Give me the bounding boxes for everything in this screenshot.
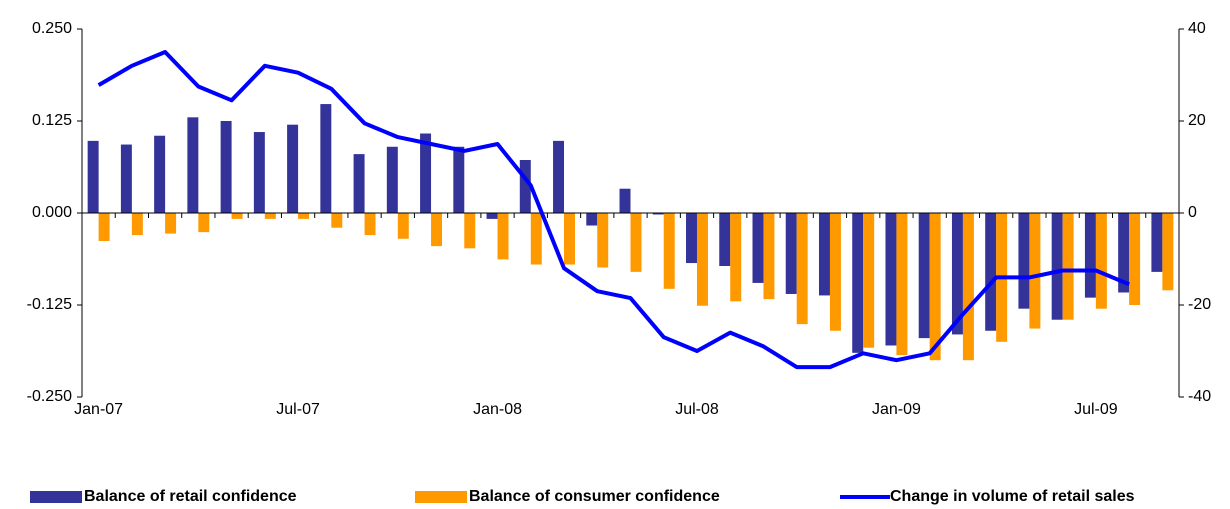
bar — [98, 213, 110, 241]
bar — [796, 213, 808, 325]
bar — [154, 135, 166, 213]
bar — [696, 213, 708, 306]
bar — [431, 213, 443, 247]
y2-tick-label: 40 — [1188, 20, 1206, 37]
bar — [619, 188, 631, 213]
y-tick-label: -0.125 — [27, 296, 72, 313]
bar — [785, 213, 797, 294]
bar — [231, 213, 243, 219]
bar — [187, 117, 199, 213]
bar — [719, 213, 731, 266]
x-tick-label: Jul-07 — [276, 401, 320, 418]
bar — [652, 213, 664, 215]
bar — [453, 146, 465, 213]
bar — [320, 104, 332, 213]
bar — [1095, 213, 1107, 309]
bar — [918, 213, 930, 339]
bar — [752, 213, 764, 283]
bar — [331, 213, 343, 228]
bar — [165, 213, 177, 234]
bar — [120, 144, 132, 213]
y-tick-label: 0.250 — [32, 20, 72, 37]
bar — [763, 213, 775, 300]
y-tick-label: -0.250 — [27, 388, 72, 405]
y2-tick-label: -20 — [1188, 296, 1211, 313]
bar — [553, 140, 565, 213]
bar — [1129, 213, 1141, 305]
bar — [586, 213, 598, 226]
bar — [929, 213, 941, 361]
x-tick-label: Jan-09 — [872, 401, 921, 418]
bar — [353, 154, 365, 213]
bar — [420, 133, 432, 213]
x-tick-label: Jan-08 — [473, 401, 522, 418]
bar — [818, 213, 830, 296]
bar — [253, 132, 265, 213]
bar — [863, 213, 875, 348]
bar — [220, 121, 232, 213]
bar — [1029, 213, 1041, 329]
legend-swatch — [30, 491, 82, 503]
bar — [896, 213, 908, 356]
bar — [87, 140, 99, 213]
x-tick-label: Jul-08 — [675, 401, 719, 418]
line — [97, 50, 1130, 370]
bar — [730, 213, 742, 302]
bar — [131, 213, 143, 236]
bar — [1062, 213, 1074, 320]
bar — [885, 213, 897, 346]
bar — [564, 213, 575, 265]
y-tick-label: 0.000 — [32, 204, 72, 221]
x-tick-label: Jul-09 — [1074, 401, 1118, 418]
legend-label: Balance of consumer confidence — [469, 488, 720, 505]
bar — [1051, 213, 1063, 320]
bar — [364, 213, 376, 236]
bar — [1084, 213, 1096, 298]
legend-label: Change in volume of retail sales — [890, 488, 1135, 505]
bar — [985, 213, 997, 331]
y2-tick-label: 0 — [1188, 204, 1197, 221]
bar — [597, 213, 609, 268]
bar — [663, 213, 675, 289]
legend-label: Balance of retail confidence — [84, 488, 297, 505]
bar — [287, 124, 299, 213]
bar — [962, 213, 974, 361]
bar — [530, 213, 542, 265]
bar — [397, 213, 409, 239]
bar — [464, 213, 476, 249]
bar — [198, 213, 210, 233]
bar — [264, 213, 276, 219]
bar — [298, 213, 310, 219]
bar — [1162, 213, 1174, 291]
x-tick-label: Jan-07 — [74, 401, 123, 418]
bar — [829, 213, 841, 331]
bar — [630, 213, 642, 272]
legend-swatch — [415, 491, 467, 503]
bar — [1018, 213, 1030, 309]
y-tick-label: 0.125 — [32, 112, 72, 129]
bar — [486, 213, 498, 219]
bar — [1118, 213, 1130, 293]
bar — [951, 213, 963, 335]
bar — [519, 160, 531, 213]
bar — [1151, 213, 1163, 272]
bar — [686, 213, 697, 264]
bar — [497, 213, 509, 260]
bar — [852, 213, 864, 353]
y2-tick-label: 20 — [1188, 112, 1206, 129]
y2-tick-label: -40 — [1188, 388, 1211, 405]
bar — [386, 146, 398, 213]
